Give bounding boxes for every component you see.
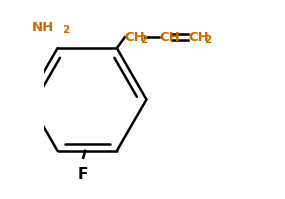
Text: 2: 2 (62, 25, 70, 35)
Text: NH: NH (31, 21, 54, 34)
Text: CH: CH (159, 31, 180, 44)
Text: 2: 2 (141, 35, 148, 45)
Text: CH: CH (125, 31, 145, 44)
Text: CH: CH (188, 31, 209, 44)
Text: 2: 2 (204, 35, 211, 45)
Text: F: F (78, 167, 88, 182)
